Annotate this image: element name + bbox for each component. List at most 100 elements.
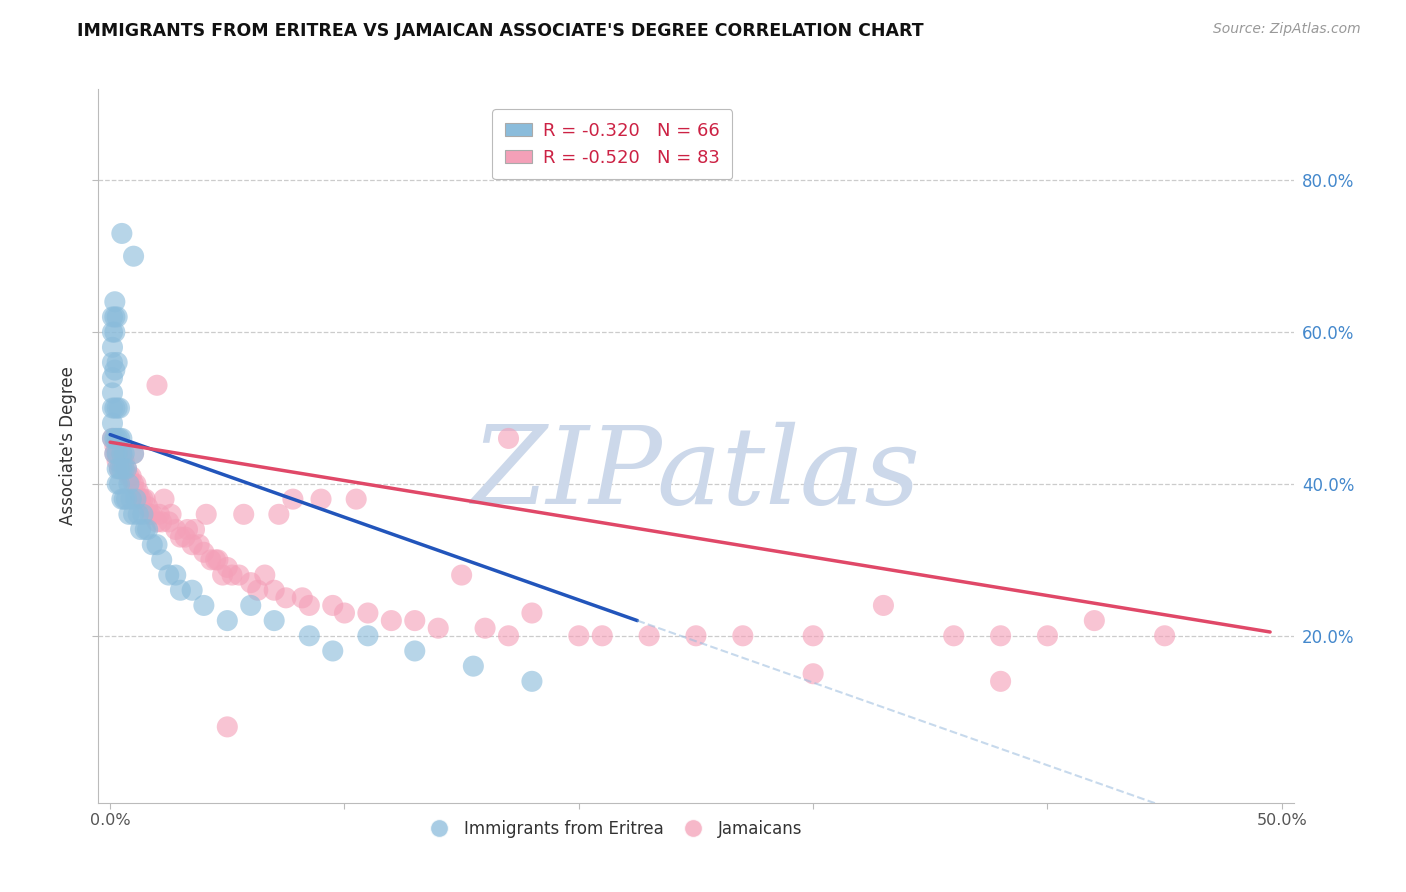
Point xyxy=(990,629,1012,643)
Point xyxy=(112,454,135,468)
Point xyxy=(204,553,226,567)
Point xyxy=(105,355,128,369)
Point xyxy=(498,629,520,643)
Point xyxy=(357,629,380,643)
Point xyxy=(291,591,314,605)
Point xyxy=(427,621,450,635)
Point xyxy=(104,401,127,415)
Point xyxy=(474,621,496,635)
Point xyxy=(105,447,128,461)
Point xyxy=(101,340,124,354)
Point xyxy=(193,599,215,613)
Point xyxy=(174,530,197,544)
Point xyxy=(298,599,321,613)
Point xyxy=(181,583,204,598)
Point xyxy=(101,325,124,339)
Point xyxy=(134,523,156,537)
Point xyxy=(127,508,149,522)
Point xyxy=(146,515,169,529)
Point xyxy=(146,538,169,552)
Point xyxy=(112,447,135,461)
Point xyxy=(872,599,894,613)
Y-axis label: Associate's Degree: Associate's Degree xyxy=(59,367,77,525)
Point xyxy=(118,477,141,491)
Point xyxy=(150,515,173,529)
Point xyxy=(193,545,215,559)
Point xyxy=(122,477,145,491)
Point xyxy=(108,462,131,476)
Point xyxy=(217,720,239,734)
Point xyxy=(267,508,290,522)
Point xyxy=(1153,629,1175,643)
Point xyxy=(221,568,243,582)
Point xyxy=(112,492,135,507)
Point xyxy=(357,606,380,620)
Point xyxy=(108,431,131,445)
Point xyxy=(188,538,211,552)
Point xyxy=(125,492,148,507)
Point xyxy=(111,431,134,445)
Point xyxy=(136,500,159,514)
Point xyxy=(104,431,127,445)
Point xyxy=(104,447,127,461)
Point xyxy=(122,447,145,461)
Point xyxy=(141,538,163,552)
Point xyxy=(104,439,127,453)
Point xyxy=(111,447,134,461)
Point xyxy=(111,454,134,468)
Point xyxy=(111,462,134,476)
Point xyxy=(150,553,173,567)
Point xyxy=(1036,629,1059,643)
Point xyxy=(101,355,124,369)
Point xyxy=(115,492,138,507)
Point xyxy=(298,629,321,643)
Point xyxy=(101,431,124,445)
Point xyxy=(105,462,128,476)
Point xyxy=(380,614,402,628)
Point xyxy=(153,492,176,507)
Point xyxy=(322,599,344,613)
Point xyxy=(122,508,145,522)
Point xyxy=(148,508,170,522)
Point xyxy=(129,492,152,507)
Point xyxy=(134,492,156,507)
Point xyxy=(115,462,138,476)
Point xyxy=(104,310,127,324)
Point xyxy=(129,523,152,537)
Point xyxy=(200,553,222,567)
Point xyxy=(104,325,127,339)
Point xyxy=(105,401,128,415)
Point xyxy=(122,249,145,263)
Point xyxy=(217,614,239,628)
Point xyxy=(990,674,1012,689)
Point xyxy=(176,523,198,537)
Point xyxy=(183,523,205,537)
Point xyxy=(217,560,239,574)
Point xyxy=(101,431,124,445)
Point xyxy=(157,568,180,582)
Point xyxy=(146,378,169,392)
Point xyxy=(118,508,141,522)
Point xyxy=(104,294,127,309)
Point xyxy=(104,363,127,377)
Point xyxy=(211,568,233,582)
Point xyxy=(801,666,824,681)
Point xyxy=(125,477,148,491)
Text: IMMIGRANTS FROM ERITREA VS JAMAICAN ASSOCIATE'S DEGREE CORRELATION CHART: IMMIGRANTS FROM ERITREA VS JAMAICAN ASSO… xyxy=(77,22,924,40)
Point xyxy=(120,469,142,483)
Point xyxy=(685,629,707,643)
Point xyxy=(101,370,124,384)
Point xyxy=(127,484,149,499)
Point xyxy=(404,614,426,628)
Point xyxy=(253,568,276,582)
Point xyxy=(228,568,250,582)
Point xyxy=(246,583,269,598)
Point xyxy=(568,629,591,643)
Point xyxy=(322,644,344,658)
Point xyxy=(105,447,128,461)
Point xyxy=(112,462,135,476)
Point xyxy=(165,523,187,537)
Point xyxy=(136,523,159,537)
Point xyxy=(263,583,285,598)
Point xyxy=(165,568,187,582)
